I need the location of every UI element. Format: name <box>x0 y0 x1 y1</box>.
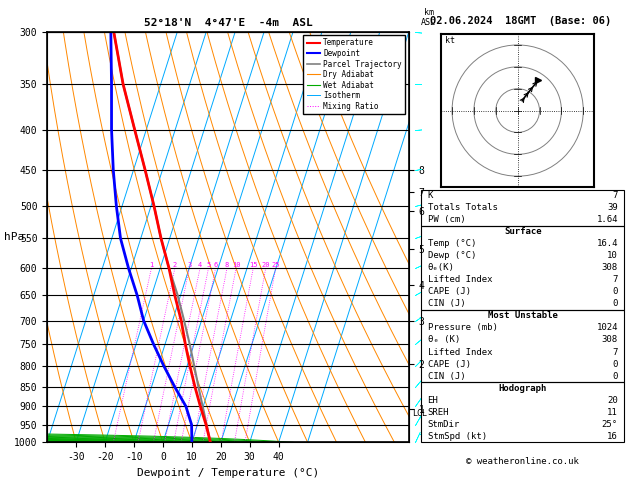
Text: 20: 20 <box>262 262 270 268</box>
Text: Lifted Index: Lifted Index <box>428 347 492 357</box>
Text: km
ASL: km ASL <box>421 8 437 28</box>
Legend: Temperature, Dewpoint, Parcel Trajectory, Dry Adiabat, Wet Adiabat, Isotherm, Mi: Temperature, Dewpoint, Parcel Trajectory… <box>303 35 405 114</box>
Text: 15: 15 <box>249 262 257 268</box>
Text: © weatheronline.co.uk: © weatheronline.co.uk <box>466 457 579 466</box>
Text: Temp (°C): Temp (°C) <box>428 239 476 248</box>
Text: 6: 6 <box>213 262 218 268</box>
Text: 1024: 1024 <box>596 324 618 332</box>
Text: kt: kt <box>445 36 455 45</box>
Text: CAPE (J): CAPE (J) <box>428 360 470 368</box>
Text: SREH: SREH <box>428 408 449 417</box>
Text: 20: 20 <box>607 396 618 405</box>
Text: 10: 10 <box>607 251 618 260</box>
Text: 16.4: 16.4 <box>596 239 618 248</box>
Text: 39: 39 <box>607 203 618 212</box>
Title: 52°18'N  4°47'E  -4m  ASL: 52°18'N 4°47'E -4m ASL <box>143 18 313 28</box>
Text: Hodograph: Hodograph <box>499 383 547 393</box>
Text: 2: 2 <box>173 262 177 268</box>
Text: CIN (J): CIN (J) <box>428 299 465 308</box>
Text: θₑ(K): θₑ(K) <box>428 263 454 272</box>
Text: 16: 16 <box>607 432 618 441</box>
Text: Totals Totals: Totals Totals <box>428 203 498 212</box>
Text: LCL: LCL <box>413 409 428 418</box>
Bar <box>421 226 624 310</box>
Text: 0: 0 <box>613 299 618 308</box>
Text: 5: 5 <box>206 262 211 268</box>
Text: 7: 7 <box>613 275 618 284</box>
Bar <box>421 190 624 226</box>
Text: 1: 1 <box>149 262 153 268</box>
Text: 308: 308 <box>602 263 618 272</box>
Text: 11: 11 <box>607 408 618 417</box>
Bar <box>421 382 624 442</box>
Text: CAPE (J): CAPE (J) <box>428 287 470 296</box>
Text: CIN (J): CIN (J) <box>428 372 465 381</box>
Text: 1.64: 1.64 <box>596 215 618 224</box>
Text: Dewp (°C): Dewp (°C) <box>428 251 476 260</box>
Text: θₑ (K): θₑ (K) <box>428 335 460 345</box>
Text: 0: 0 <box>613 287 618 296</box>
X-axis label: Dewpoint / Temperature (°C): Dewpoint / Temperature (°C) <box>137 468 319 478</box>
Text: 02.06.2024  18GMT  (Base: 06): 02.06.2024 18GMT (Base: 06) <box>430 16 611 26</box>
Text: StmDir: StmDir <box>428 420 460 429</box>
Text: 25: 25 <box>271 262 280 268</box>
Text: 7: 7 <box>613 191 618 200</box>
Text: EH: EH <box>428 396 438 405</box>
Text: Pressure (mb): Pressure (mb) <box>428 324 498 332</box>
Text: hPa: hPa <box>4 232 25 242</box>
Text: 8: 8 <box>225 262 229 268</box>
Text: 0: 0 <box>613 372 618 381</box>
Text: 3: 3 <box>187 262 191 268</box>
Text: Surface: Surface <box>504 227 542 236</box>
Text: 7: 7 <box>613 347 618 357</box>
Text: PW (cm): PW (cm) <box>428 215 465 224</box>
Text: Lifted Index: Lifted Index <box>428 275 492 284</box>
Text: 308: 308 <box>602 335 618 345</box>
Text: Most Unstable: Most Unstable <box>487 312 558 320</box>
Text: 10: 10 <box>232 262 240 268</box>
Text: StmSpd (kt): StmSpd (kt) <box>428 432 487 441</box>
Text: 0: 0 <box>613 360 618 368</box>
Text: 4: 4 <box>198 262 202 268</box>
Bar <box>421 310 624 382</box>
Text: K: K <box>428 191 433 200</box>
Text: 25°: 25° <box>602 420 618 429</box>
